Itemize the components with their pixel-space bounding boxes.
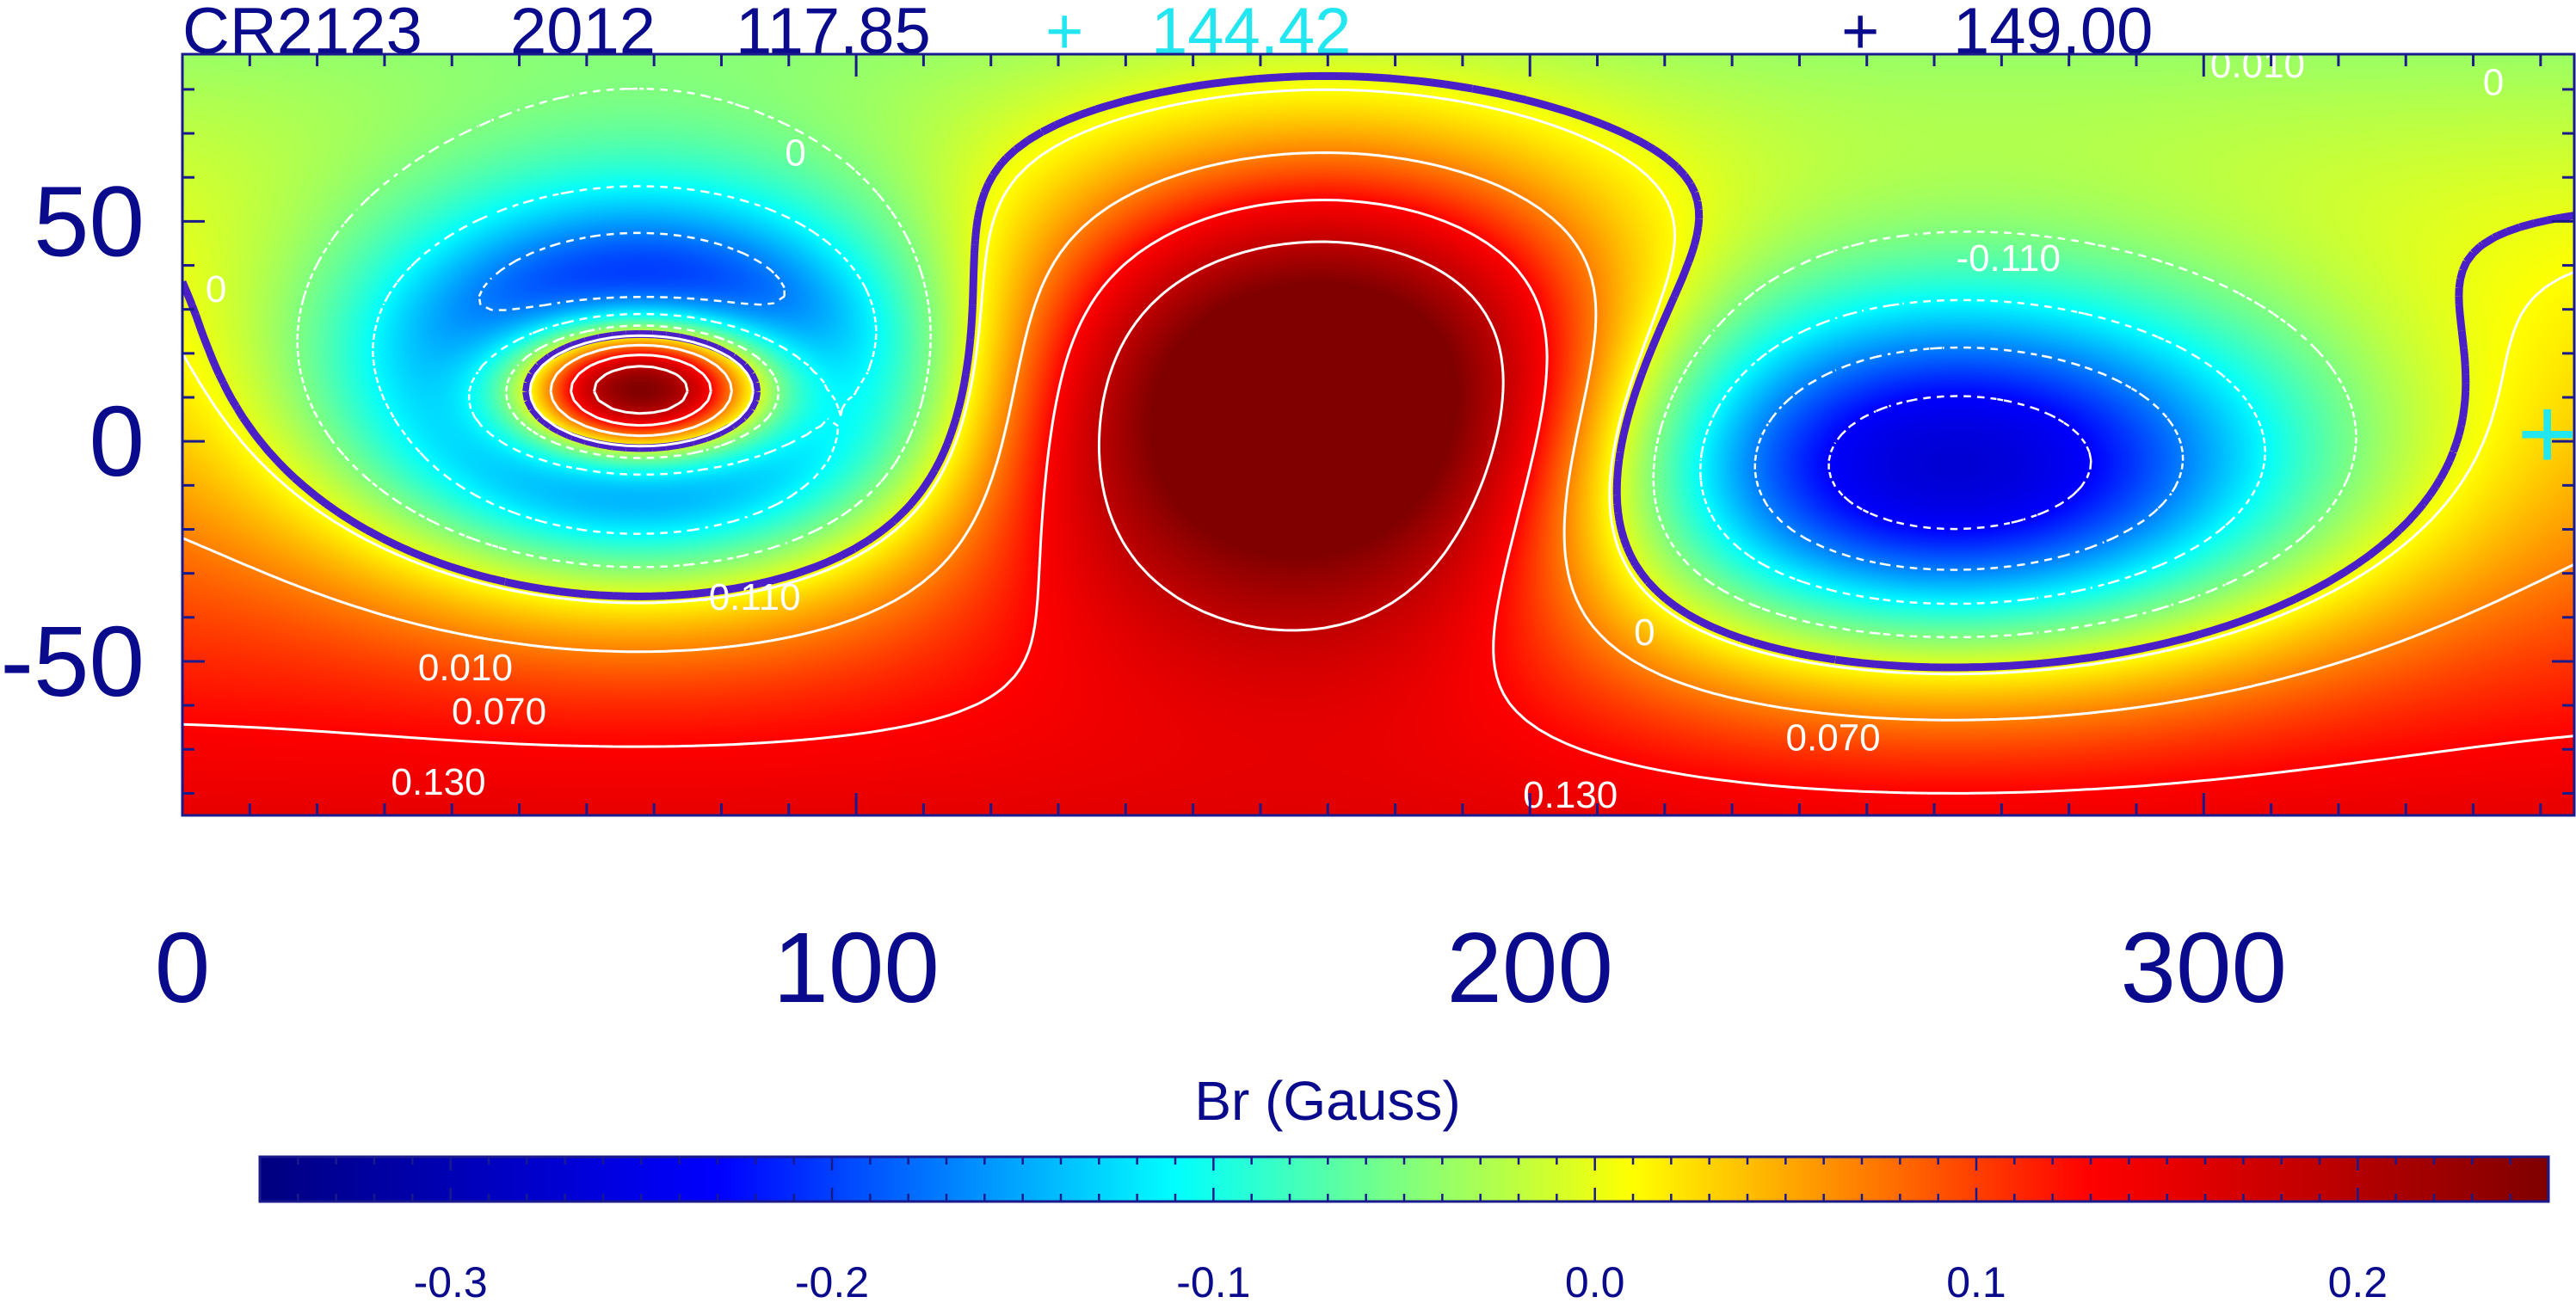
x-tick-label: 300 bbox=[2121, 912, 2288, 1023]
contour-label: 0.010 bbox=[418, 647, 513, 689]
y-axis-tick-labels: -50 0 50 bbox=[0, 165, 145, 717]
contour-label: -0.110 bbox=[696, 576, 801, 618]
contour-line--0p11 bbox=[372, 185, 2266, 605]
contour-label: 0 bbox=[785, 132, 805, 174]
y-tick-label: 50 bbox=[34, 165, 145, 277]
markers: + bbox=[2517, 376, 2576, 491]
contour-label: 0 bbox=[1634, 612, 1655, 654]
plus-marker: + bbox=[2517, 376, 2576, 491]
contour-line--0p05 bbox=[296, 87, 2357, 639]
plot-frame bbox=[181, 52, 2576, 817]
contour-label: 0.010 bbox=[2210, 44, 2305, 86]
contour-label: 0 bbox=[2483, 61, 2504, 103]
y-tick-label: 0 bbox=[89, 385, 145, 497]
colorbar: -0.3 -0.2 -0.1 0.0 0.1 0.2 bbox=[258, 1155, 2550, 1303]
colorbar-title: Br (Gauss) bbox=[1194, 1070, 1460, 1132]
contour-line-0p07 bbox=[182, 151, 2574, 722]
contour-label: 0.070 bbox=[1786, 717, 1881, 759]
contour-line-0p19 bbox=[593, 240, 1505, 632]
colorbar-tick-label: -0.3 bbox=[414, 1258, 488, 1303]
y-tick-label: -50 bbox=[0, 605, 145, 717]
axis-ticks bbox=[181, 54, 2574, 815]
contour-line-0 bbox=[182, 71, 2574, 672]
contour-label: 0.130 bbox=[1523, 774, 1618, 816]
contour-line--0p23 bbox=[1827, 395, 2092, 531]
colorbar-tick-label: 0.0 bbox=[1565, 1258, 1625, 1303]
contour-label: 0.070 bbox=[452, 691, 546, 733]
x-tick-label: 0 bbox=[155, 912, 211, 1023]
x-tick-label: 200 bbox=[1446, 912, 1613, 1023]
br-heatmap bbox=[182, 54, 2574, 815]
colorbar-tick-labels: -0.3 -0.2 -0.1 0.0 0.1 0.2 bbox=[414, 1258, 2388, 1303]
contour-lines bbox=[182, 71, 2574, 795]
x-tick-label: 100 bbox=[773, 912, 940, 1023]
colorbar-tick-label: -0.1 bbox=[1176, 1258, 1250, 1303]
colorbar-tick-label: 0.2 bbox=[2328, 1258, 2388, 1303]
contour-label: -0.110 bbox=[1956, 237, 2061, 280]
colorbar-ticks bbox=[258, 1157, 2550, 1202]
contour-line-0p13 bbox=[182, 199, 2574, 795]
contour-label: 0.130 bbox=[391, 761, 486, 803]
x-axis-tick-labels: 0 100 200 300 bbox=[155, 912, 2287, 1023]
colorbar-tick-label: 0.1 bbox=[1946, 1258, 2006, 1303]
contour-line--0p17 bbox=[478, 231, 2185, 571]
colorbar-tick-label: -0.2 bbox=[795, 1258, 869, 1303]
contour-label: 0 bbox=[206, 268, 226, 310]
